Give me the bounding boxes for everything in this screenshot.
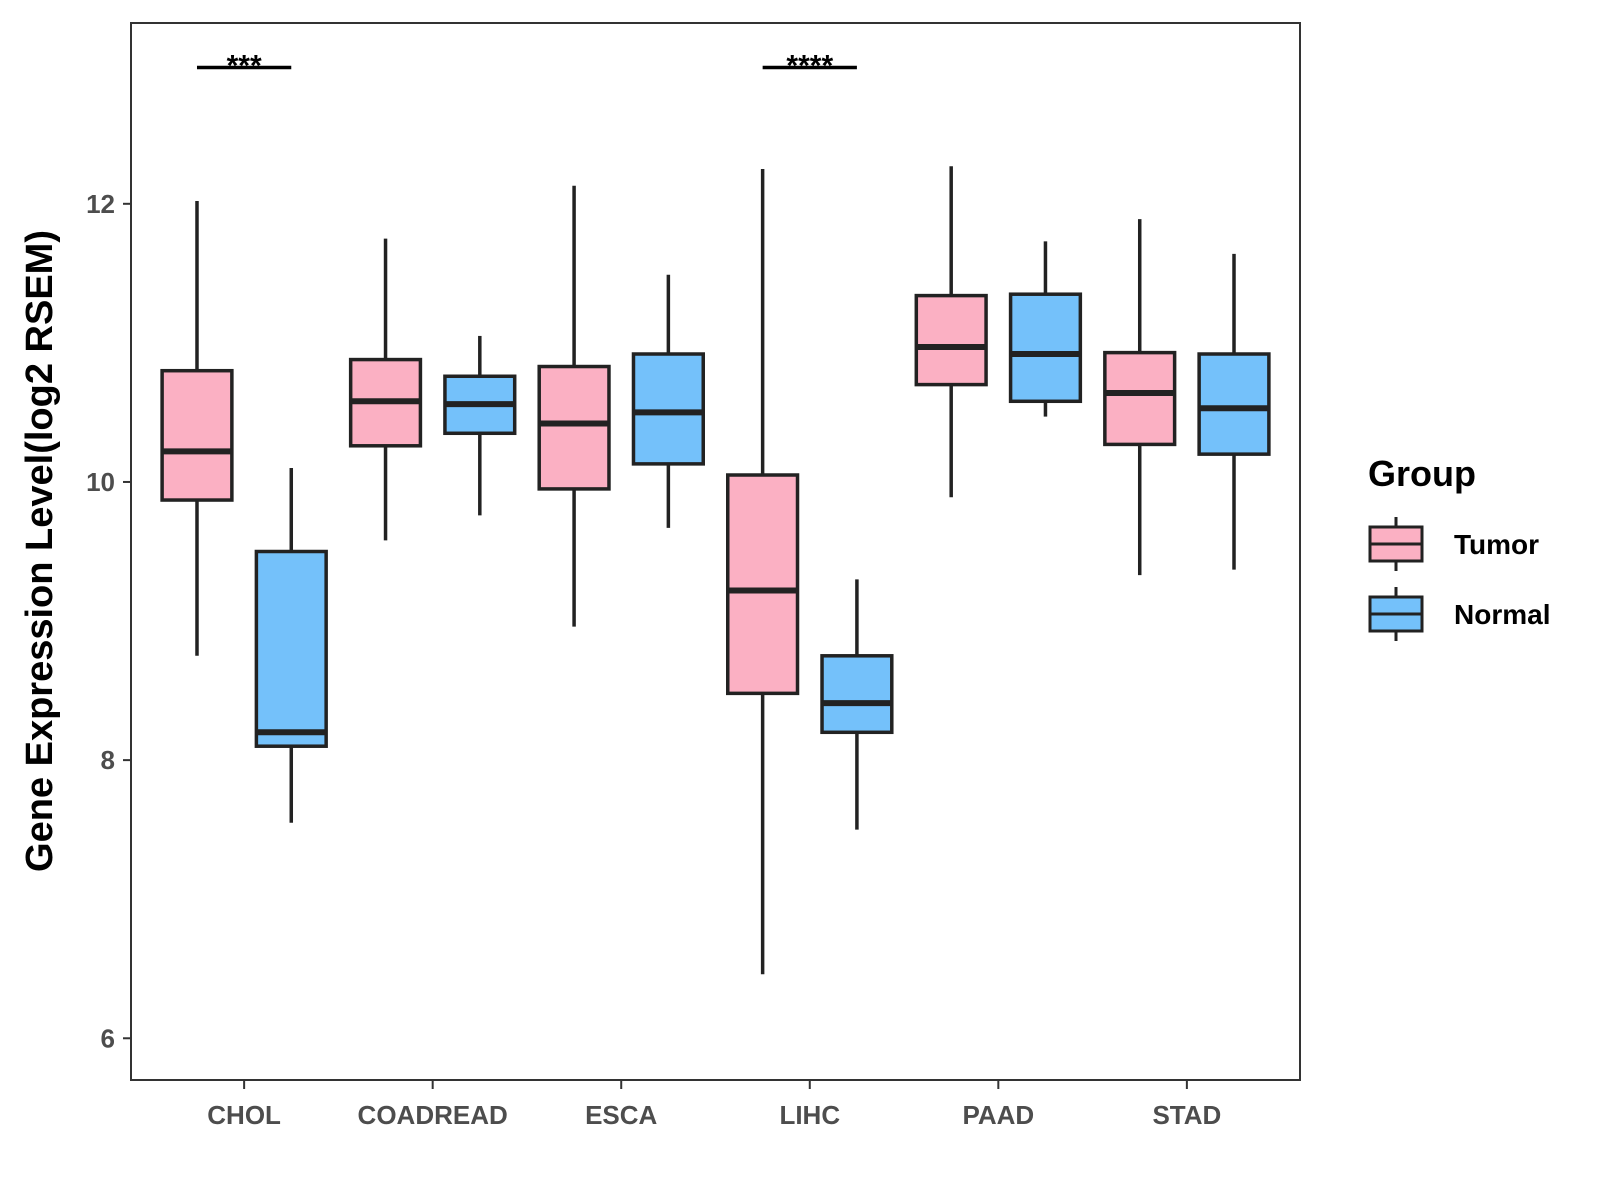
- x-tick-label-coadread: COADREAD: [358, 1100, 508, 1130]
- box-tumor-coadread: [348, 238, 423, 541]
- y-tick-label-8: 8: [101, 745, 115, 775]
- y-tick-label-12: 12: [86, 189, 115, 219]
- plot-panel-border: [130, 22, 1301, 1081]
- legend-title: Group: [1368, 453, 1476, 494]
- iqr-box-tumor-chol: [160, 368, 234, 502]
- y-axis: 6 8 10 12: [86, 189, 131, 1053]
- box-tumor-paad: [914, 166, 988, 498]
- x-tick-label-lihc: LIHC: [779, 1100, 840, 1130]
- x-tick-label-paad: PAAD: [962, 1100, 1034, 1130]
- iqr-box-normal-chol: [254, 549, 328, 748]
- y-tick-label-6: 6: [101, 1023, 115, 1053]
- boxes-layer: [160, 166, 1271, 975]
- legend-entry-normal: Normal: [1368, 587, 1550, 641]
- box-tumor-chol: [160, 201, 234, 656]
- box-tumor-esca: [537, 185, 611, 627]
- box-tumor-stad: [1103, 219, 1177, 576]
- box-tumor-lihc: [726, 169, 800, 975]
- y-axis-title: Gene Expression Level(log2 RSEM): [19, 230, 61, 872]
- legend-entry-tumor: Tumor: [1368, 517, 1539, 571]
- x-tick-label-stad: STAD: [1152, 1100, 1221, 1130]
- iqr-box-normal-stad: [1197, 352, 1271, 456]
- iqr-box-tumor-paad: [914, 293, 988, 387]
- box-normal-paad: [1008, 241, 1083, 417]
- iqr-box-normal-esca: [631, 352, 705, 466]
- significance-label-lihc: ****: [786, 50, 833, 83]
- legend-label-tumor: Tumor: [1454, 529, 1539, 560]
- box-normal-lihc: [820, 579, 894, 830]
- y-tick-label-10: 10: [86, 467, 115, 497]
- iqr-box-normal-paad: [1008, 292, 1083, 404]
- x-tick-label-esca: ESCA: [585, 1100, 657, 1130]
- x-axis: CHOL COADREAD ESCA LIHC PAAD STAD: [207, 1080, 1221, 1130]
- box-normal-esca: [631, 274, 705, 528]
- box-normal-coadread: [443, 335, 517, 516]
- significance-label-chol: ***: [227, 50, 262, 83]
- iqr-box-normal-lihc: [820, 654, 894, 735]
- iqr-box-tumor-esca: [537, 364, 611, 491]
- box-normal-stad: [1197, 253, 1271, 570]
- legend: Group Tumor Normal: [1368, 453, 1550, 641]
- box-normal-chol: [254, 468, 328, 823]
- x-tick-label-chol: CHOL: [207, 1100, 281, 1130]
- legend-label-normal: Normal: [1454, 599, 1550, 630]
- iqr-box-tumor-stad: [1103, 350, 1177, 447]
- significance-annotations: *** ****: [196, 50, 857, 83]
- iqr-box-tumor-lihc: [726, 473, 800, 696]
- legend-entries: Tumor Normal: [1368, 517, 1550, 641]
